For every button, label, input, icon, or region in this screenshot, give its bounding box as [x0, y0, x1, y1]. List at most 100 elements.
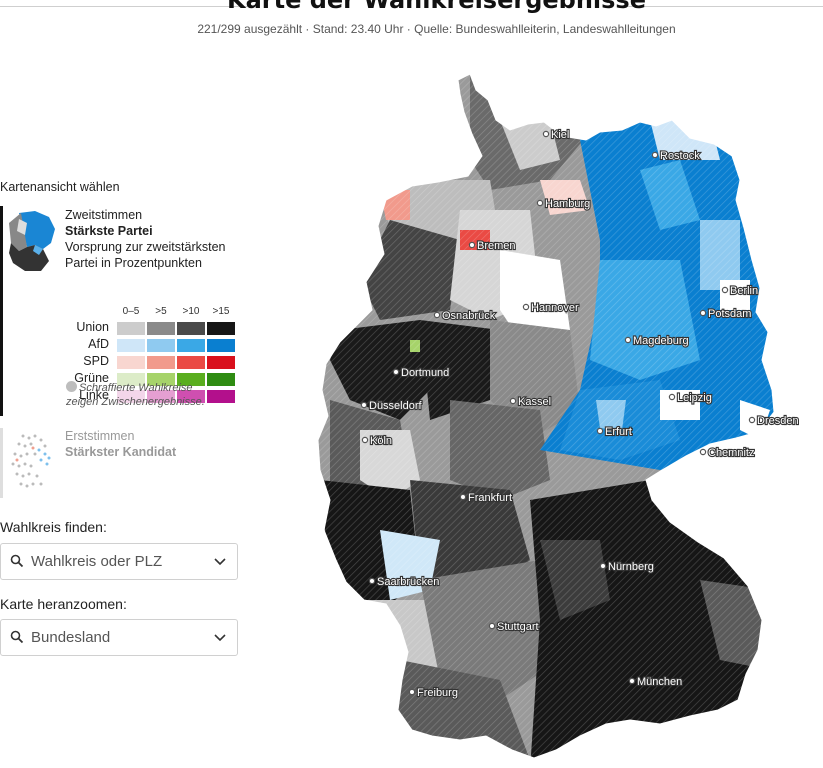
- page-subtitle: 221/299 ausgezählt · Stand: 23.40 Uhr · …: [197, 22, 676, 36]
- search-placeholder: Wahlkreis oder PLZ: [31, 553, 163, 570]
- zweitstimmen-map-thumbnail: [9, 211, 55, 271]
- city-marker: [509, 397, 517, 405]
- city-label: Potsdam: [708, 308, 751, 320]
- option-description-2: Partei in Prozentpunkten: [65, 256, 202, 270]
- city-marker: [748, 416, 756, 424]
- city-label: Kassel: [518, 396, 551, 408]
- city-label: Nürnberg: [608, 561, 654, 573]
- legend-swatch: [147, 373, 175, 386]
- search-icon: [10, 554, 24, 568]
- legend-swatch: [147, 356, 175, 369]
- legend-swatch: [117, 390, 145, 403]
- legend-swatch: [147, 322, 175, 335]
- legend-swatch: [207, 373, 235, 386]
- legend-party-label: SPD: [83, 354, 109, 368]
- city-label: Hamburg: [545, 198, 590, 210]
- city-marker: [628, 677, 636, 685]
- legend-swatch: [117, 339, 145, 352]
- city-marker: [699, 448, 707, 456]
- city-label: Hannover: [531, 302, 579, 314]
- legend-col-3: >15: [212, 306, 230, 317]
- zoom-placeholder: Bundesland: [31, 629, 111, 646]
- city-label: Chemnitz: [708, 447, 754, 459]
- city-marker: [596, 427, 604, 435]
- city-label: Kiel: [551, 129, 569, 141]
- legend-swatch: [207, 322, 235, 335]
- zoom-dropdown[interactable]: Bundesland: [0, 619, 238, 656]
- city-marker: [360, 401, 368, 409]
- search-icon: [10, 630, 24, 644]
- city-label: Erfurt: [605, 426, 632, 438]
- hatching-hint: Schraffierte Wahlkreise zeigen Zwischene…: [66, 381, 205, 409]
- city-label: Rostock: [660, 150, 700, 162]
- legend-swatch: [177, 390, 205, 403]
- header-rule-left: [0, 6, 255, 7]
- legend-swatch: [117, 322, 145, 335]
- erststimmen-map-thumbnail: [11, 434, 51, 488]
- chevron-down-icon: [214, 634, 226, 642]
- city-marker: [651, 151, 659, 159]
- legend-party-label: Grüne: [74, 371, 109, 385]
- city-label: Stuttgart: [497, 621, 539, 633]
- legend-party-label: AfD: [88, 337, 109, 351]
- city-marker: [624, 336, 632, 344]
- city-marker: [392, 368, 400, 376]
- city-label: Dortmund: [401, 367, 449, 379]
- header: Karte der Wahlkreisergebnisse 221/299 au…: [0, 0, 823, 48]
- city-marker: [599, 562, 607, 570]
- city-marker: [361, 436, 369, 444]
- option-title: Zweitstimmen: [65, 208, 143, 222]
- legend-swatch: [207, 390, 235, 403]
- legend-swatch: [207, 356, 235, 369]
- legend-swatch: [177, 339, 205, 352]
- city-label: Düsseldorf: [369, 400, 423, 412]
- city-label: Saarbrücken: [377, 576, 439, 588]
- hint-line-2: zeigen Zwischenergebnisse.: [66, 396, 205, 408]
- city-marker: [536, 199, 544, 207]
- legend-party-label: Linke: [79, 388, 109, 402]
- city-label: Bremen: [477, 240, 516, 252]
- legend-swatch: [177, 373, 205, 386]
- city-label: Freiburg: [417, 687, 458, 699]
- legend-col-1: >5: [155, 306, 167, 317]
- city-label: Dresden: [757, 415, 799, 427]
- legend-swatch: [117, 356, 145, 369]
- legend-swatch: [117, 373, 145, 386]
- city-label: Köln: [370, 435, 392, 447]
- city-markers: Kiel Rostock Hamburg Bremen Berlin Potsdam Han…: [360, 128, 800, 700]
- city-marker: [488, 622, 496, 630]
- legend-swatch: [177, 322, 205, 335]
- city-label: Leipzig: [677, 392, 712, 404]
- city-label: Frankfurt: [468, 492, 512, 504]
- city-marker: [368, 577, 376, 585]
- city-marker: [721, 286, 729, 294]
- search-label: Wahlkreis finden:: [0, 519, 107, 535]
- option-subtitle: Stärkster Kandidat: [65, 445, 177, 459]
- page-title: Karte der Wahlkreisergebnisse: [226, 0, 646, 14]
- view-option-zweitstimmen-text: Zweitstimmen Stärkste Partei Vorsprung z…: [65, 207, 226, 271]
- legend-col-2: >10: [182, 306, 200, 317]
- election-map[interactable]: Kiel Rostock Hamburg Bremen Berlin Potsdam Han…: [300, 60, 820, 765]
- city-marker: [468, 241, 476, 249]
- city-marker: [433, 311, 441, 319]
- city-marker: [542, 130, 550, 138]
- view-option-zweitstimmen[interactable]: Zweitstimmen Stärkste Partei Vorsprung z…: [0, 206, 245, 416]
- city-label: Osnabrück: [442, 310, 496, 322]
- chevron-down-icon: [214, 558, 226, 566]
- zoom-label: Karte heranzoomen:: [0, 596, 127, 612]
- view-option-erststimmen[interactable]: Erststimmen Stärkster Kandidat: [0, 428, 245, 498]
- city-marker: [408, 688, 416, 696]
- option-title: Erststimmen: [65, 429, 135, 443]
- legend-party-label: Union: [76, 320, 109, 334]
- city-marker: [668, 393, 676, 401]
- city-label: Magdeburg: [633, 335, 689, 347]
- city-marker: [522, 303, 530, 311]
- city-marker: [459, 493, 467, 501]
- header-rule-right: [622, 6, 823, 7]
- active-indicator: [0, 206, 3, 416]
- city-label: Berlin: [730, 285, 758, 297]
- city-marker: [699, 309, 707, 317]
- search-dropdown[interactable]: Wahlkreis oder PLZ: [0, 543, 238, 580]
- hint-line-1: Schraffierte Wahlkreise: [79, 382, 193, 394]
- hatching-dot-icon: [66, 381, 77, 392]
